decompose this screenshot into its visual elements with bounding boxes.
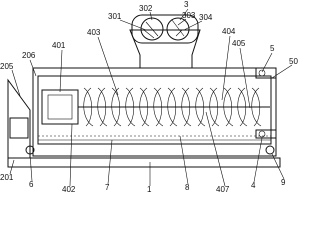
- screw-blade: [83, 87, 262, 127]
- callout: 9: [281, 178, 286, 187]
- callout: 302: [139, 4, 153, 13]
- bearing-bottom: [258, 130, 266, 138]
- callout: 401: [52, 41, 66, 50]
- callout: 1: [147, 185, 152, 194]
- roller-right: [166, 17, 190, 41]
- leader-lines: [9, 8, 293, 187]
- callout: 5: [270, 44, 275, 53]
- callout: 50: [289, 57, 298, 66]
- callout: 8: [185, 183, 190, 192]
- roller-left: [140, 17, 164, 41]
- callout: 205: [0, 62, 14, 71]
- roller-teeth: [143, 19, 185, 39]
- callout: 404: [222, 27, 236, 36]
- callout: 402: [62, 185, 76, 194]
- callout: 304: [199, 13, 213, 22]
- bearing-top: [258, 69, 266, 77]
- right-cap: [255, 67, 277, 79]
- callout: 201: [0, 173, 14, 182]
- callout: 6: [29, 180, 34, 189]
- callout: 4: [251, 181, 256, 190]
- callout: 7: [105, 183, 110, 192]
- chamber: [37, 75, 272, 145]
- hopper: [129, 29, 201, 69]
- screw-flight: [83, 87, 262, 127]
- left-support: [7, 78, 31, 159]
- callout: 407: [216, 185, 230, 194]
- right-bracket: [255, 129, 277, 139]
- left-block: [9, 117, 29, 139]
- roller-box: [131, 14, 199, 44]
- callout: 403: [87, 28, 101, 37]
- callout: 3: [184, 0, 189, 9]
- base-plate: [7, 157, 281, 168]
- callout: 405: [232, 39, 246, 48]
- motor-core: [47, 94, 73, 120]
- patent-drawing: 3 302 303 301 304 401 403 404 405 5 50 2…: [0, 0, 298, 194]
- wheel-right: [265, 145, 275, 155]
- callout: 303: [182, 11, 196, 20]
- callout: 301: [108, 12, 122, 21]
- callout: 206: [22, 51, 36, 60]
